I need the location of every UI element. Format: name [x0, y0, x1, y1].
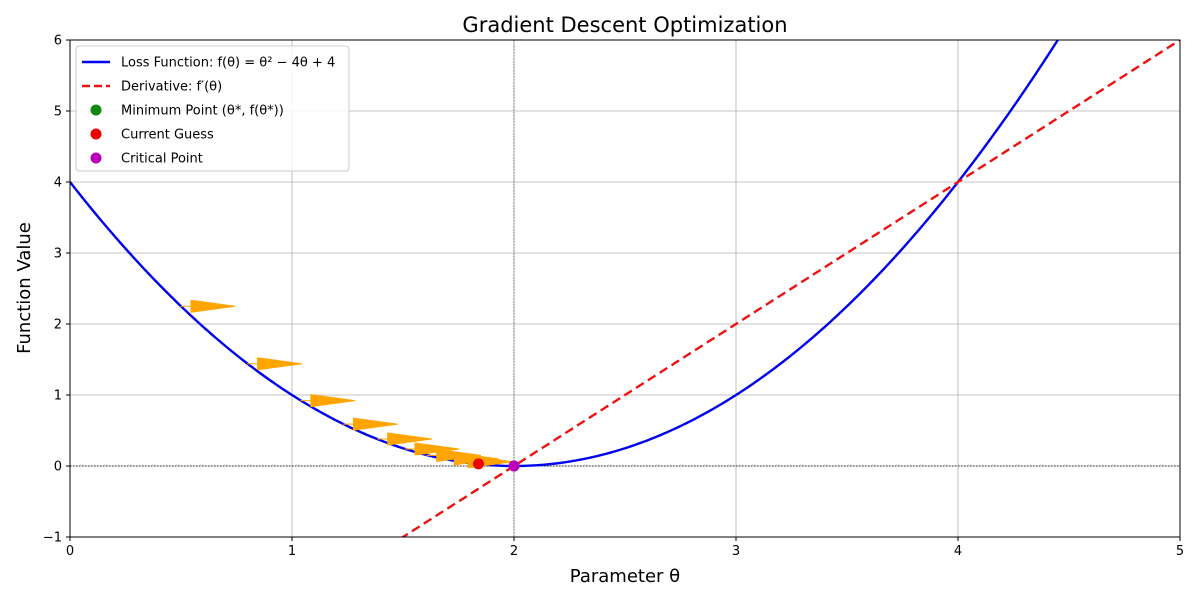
legend-derivative-label: Derivative: f′(θ)	[121, 80, 222, 95]
y-tick-label: 3	[54, 247, 62, 262]
x-tick-label: 4	[954, 544, 962, 559]
descent-step-arrow	[404, 442, 460, 456]
descent-arrows	[180, 299, 513, 469]
legend-current-guess-swatch	[90, 128, 102, 140]
x-tick-label: 2	[510, 544, 518, 559]
chart-title: Gradient Descent Optimization	[462, 13, 787, 37]
marker-points	[472, 458, 520, 472]
x-tick-label: 5	[1176, 544, 1184, 559]
y-tick-label: 6	[54, 34, 62, 49]
axis-ticks: 0 1 2 3 4 5 −1 0 1 2 3 4 5 6	[43, 34, 1184, 560]
y-tick-label: 4	[54, 176, 62, 191]
descent-step-arrow	[300, 394, 356, 408]
descent-step-arrow	[180, 299, 236, 313]
legend-minimum-point-label: Minimum Point (θ*, f(θ*))	[121, 104, 284, 119]
plot-frame	[69, 39, 1181, 538]
current-guess-marker	[472, 458, 484, 470]
y-tick-label: 0	[54, 460, 62, 475]
legend-loss-function-label: Loss Function: f(θ) = θ² − 4θ + 4	[121, 56, 335, 71]
x-tick-label: 3	[732, 544, 740, 559]
descent-step-arrow	[426, 448, 482, 462]
legend-critical-point-swatch	[90, 152, 102, 164]
x-axis-title: Parameter θ	[570, 566, 680, 587]
reference-lines	[70, 40, 1180, 537]
loss-function-curve	[70, 40, 1060, 468]
legend-minimum-point-swatch	[90, 104, 102, 116]
legend-critical-point-label: Critical Point	[121, 152, 203, 167]
y-tick-label: 5	[54, 105, 62, 120]
y-tick-label: 2	[54, 318, 62, 333]
descent-step-arrow	[343, 417, 399, 431]
legend-box	[75, 45, 350, 172]
y-axis-title: Function Value	[14, 222, 35, 354]
derivative-line	[400, 40, 1180, 537]
legend-current-guess-label: Current Guess	[121, 128, 214, 143]
x-tick-label: 0	[66, 544, 74, 559]
x-tick-label: 1	[288, 544, 296, 559]
critical-point-marker	[508, 460, 520, 472]
y-tick-label: 1	[54, 389, 62, 404]
descent-step-arrow	[247, 357, 303, 371]
y-tick-label: −1	[43, 531, 62, 546]
legend: Loss Function: f(θ) = θ² − 4θ + 4 Derivat…	[75, 45, 350, 172]
plot-series	[70, 40, 1180, 537]
descent-step-arrow	[377, 432, 433, 446]
